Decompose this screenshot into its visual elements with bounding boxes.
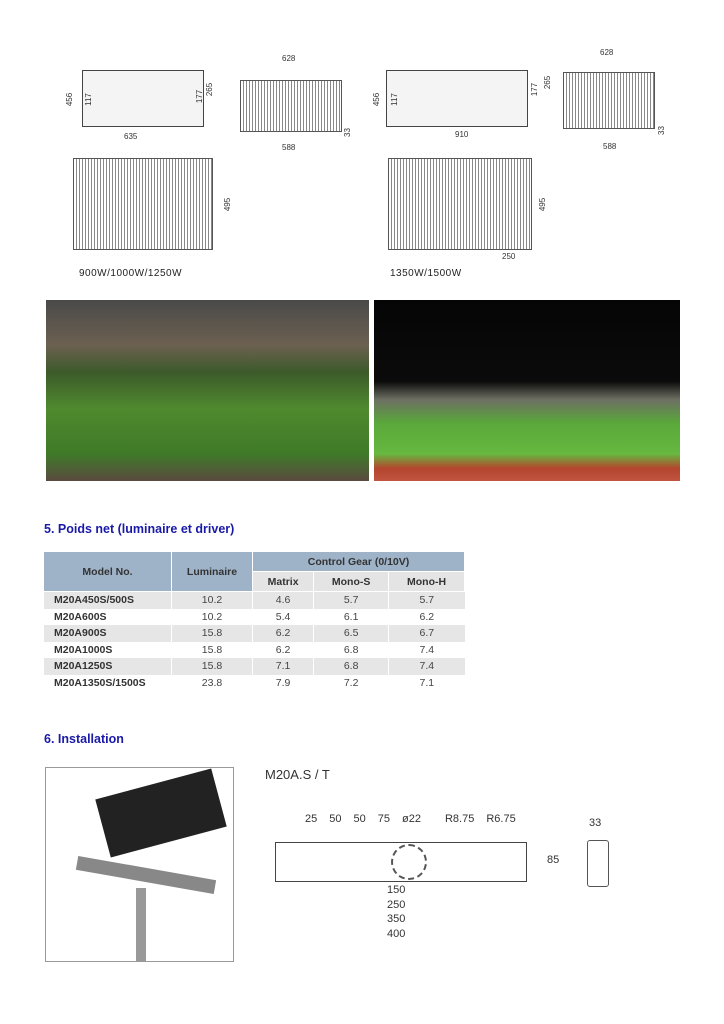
weight-table: Model No. Luminaire Control Gear (0/10V)… (43, 551, 465, 691)
model-cell: M20A450S/500S (43, 591, 172, 609)
front-view-drawing-2 (563, 72, 655, 129)
dim-label: 456 (372, 92, 382, 107)
col-luminaire: Luminaire (171, 551, 253, 592)
side-profile-drawing (587, 840, 609, 887)
mount-plate-drawing (275, 842, 527, 882)
value-cell: 15.8 (171, 641, 253, 658)
table-row: M20A600S 10.2 5.4 6.1 6.2 (43, 608, 465, 625)
value-cell: 10.2 (171, 608, 253, 625)
drawing-caption-1: 900W/1000W/1250W (79, 268, 183, 279)
top-view-drawing-1 (73, 158, 213, 250)
table-row: M20A450S/500S 10.2 4.6 5.7 5.7 (43, 591, 465, 609)
value-cell: 6.2 (251, 625, 314, 642)
dim-label: 50 (353, 813, 366, 825)
col-mono-h: Mono-H (388, 571, 465, 592)
dim-label: 265 (543, 75, 553, 90)
value-cell: 6.1 (313, 608, 389, 625)
mount-drawing-title: M20A.S / T (265, 767, 330, 782)
dim-label: 265 (205, 82, 215, 97)
value-cell: 15.8 (171, 625, 253, 642)
dim-label: 117 (83, 93, 93, 106)
value-cell: 6.2 (388, 608, 465, 625)
value-cell: 23.8 (171, 674, 253, 691)
stadium-photo-day (46, 300, 369, 481)
pole-image (136, 888, 146, 961)
value-cell: 7.4 (388, 658, 465, 675)
value-cell: 7.4 (388, 641, 465, 658)
dim-label: 400 (387, 928, 406, 940)
dim-label: 25 (305, 813, 318, 825)
col-matrix: Matrix (251, 571, 315, 592)
dim-label: 33 (656, 126, 666, 135)
col-control-gear: Control Gear (0/10V) (252, 551, 465, 572)
dim-label: 75 (377, 813, 390, 825)
center-hole-icon (391, 844, 427, 880)
dim-label: 250 (387, 899, 406, 911)
top-dims: 25 50 50 75 ø22 R8.75 R6.75 (305, 813, 516, 825)
dim-label: 456 (65, 92, 75, 107)
value-cell: 6.2 (251, 641, 314, 658)
value-cell: 15.8 (171, 658, 253, 675)
dim-label: ø22 (402, 813, 421, 825)
drawing-caption-2: 1350W/1500W (390, 268, 462, 279)
dim-label: 350 (387, 913, 406, 925)
dim-label: 150 (387, 884, 406, 896)
dim-label: 117 (389, 93, 399, 106)
section-6-heading: 6. Installation (44, 732, 124, 746)
dim-label: 177 (530, 82, 540, 97)
dim-label: 495 (223, 197, 233, 212)
luminaire-image (95, 768, 227, 858)
dim-label: 910 (455, 130, 469, 139)
dim-label: 177 (195, 89, 205, 104)
value-cell: 5.7 (313, 591, 389, 609)
value-cell: 7.1 (251, 658, 314, 675)
installation-photo (45, 767, 234, 962)
dim-label: 33 (589, 817, 602, 829)
value-cell: 6.8 (313, 658, 389, 675)
dim-label: 588 (282, 143, 296, 152)
model-cell: M20A1000S (43, 641, 172, 658)
table-row: M20A1250S 15.8 7.1 6.8 7.4 (43, 658, 465, 675)
dim-label: 50 (329, 813, 342, 825)
dim-label: 588 (603, 142, 617, 151)
table-row: M20A900S 15.8 6.2 6.5 6.7 (43, 625, 465, 642)
stadium-photo-night (374, 300, 680, 481)
side-view-drawing-2 (386, 70, 528, 127)
model-cell: M20A1250S (43, 658, 172, 675)
value-cell: 7.2 (313, 674, 389, 691)
table-row: M20A1350S/1500S 23.8 7.9 7.2 7.1 (43, 674, 465, 691)
dim-label: 628 (282, 54, 296, 63)
dim-label: 495 (538, 197, 548, 212)
section-5-heading: 5. Poids net (luminaire et driver) (44, 522, 235, 536)
value-cell: 4.6 (251, 591, 314, 609)
value-cell: 7.1 (388, 674, 465, 691)
col-mono-s: Mono-S (313, 571, 390, 592)
value-cell: 5.4 (251, 608, 314, 625)
dim-label: 250 (502, 252, 516, 261)
value-cell: 10.2 (171, 591, 253, 609)
col-model: Model No. (43, 551, 172, 592)
dim-label: R8.75 (444, 813, 475, 825)
dim-label: 85 (547, 854, 560, 866)
top-view-drawing-2 (388, 158, 532, 250)
value-cell: 5.7 (388, 591, 465, 609)
value-cell: 6.8 (313, 641, 389, 658)
model-cell: M20A900S (43, 625, 172, 642)
value-cell: 6.7 (388, 625, 465, 642)
dim-label: 628 (600, 48, 614, 57)
bracket-image (75, 855, 217, 895)
front-view-drawing-1 (240, 80, 342, 132)
dim-label: 33 (342, 128, 352, 137)
dim-label: 635 (124, 132, 138, 141)
dim-label: R6.75 (486, 813, 516, 825)
table-row: M20A1000S 15.8 6.2 6.8 7.4 (43, 641, 465, 658)
model-cell: M20A600S (43, 608, 172, 625)
value-cell: 6.5 (313, 625, 389, 642)
value-cell: 7.9 (251, 674, 314, 691)
model-cell: M20A1350S/1500S (43, 674, 172, 691)
side-view-drawing-1 (82, 70, 204, 127)
